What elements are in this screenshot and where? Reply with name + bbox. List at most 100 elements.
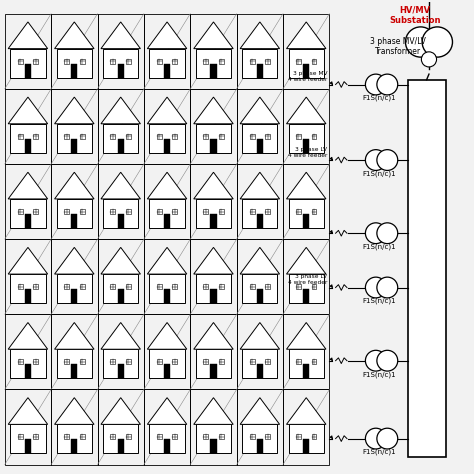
Polygon shape <box>25 139 31 153</box>
Circle shape <box>377 150 398 171</box>
Polygon shape <box>64 435 69 439</box>
Polygon shape <box>240 398 280 424</box>
Polygon shape <box>103 274 138 303</box>
Polygon shape <box>64 359 69 364</box>
Polygon shape <box>311 284 317 289</box>
Bar <box>5 239 51 314</box>
Polygon shape <box>147 22 187 49</box>
Polygon shape <box>296 209 301 214</box>
Polygon shape <box>250 284 255 289</box>
Polygon shape <box>10 199 46 228</box>
Polygon shape <box>33 284 38 289</box>
Polygon shape <box>149 424 185 453</box>
Bar <box>5 164 51 239</box>
Polygon shape <box>10 124 46 153</box>
Polygon shape <box>289 199 324 228</box>
Polygon shape <box>242 199 277 228</box>
Polygon shape <box>203 209 208 214</box>
Polygon shape <box>80 435 84 439</box>
Polygon shape <box>157 59 162 64</box>
Polygon shape <box>164 289 170 303</box>
Polygon shape <box>257 289 263 303</box>
Polygon shape <box>103 424 138 453</box>
Polygon shape <box>311 435 317 439</box>
Bar <box>144 390 190 465</box>
Circle shape <box>421 52 437 67</box>
Polygon shape <box>196 349 231 378</box>
Polygon shape <box>110 359 115 364</box>
Polygon shape <box>240 22 280 49</box>
Polygon shape <box>311 209 317 214</box>
Polygon shape <box>289 424 324 453</box>
Polygon shape <box>296 59 301 64</box>
Circle shape <box>365 277 386 298</box>
Polygon shape <box>18 359 23 364</box>
Polygon shape <box>101 172 140 199</box>
Polygon shape <box>118 139 124 153</box>
Polygon shape <box>10 274 46 303</box>
Polygon shape <box>149 124 185 153</box>
Polygon shape <box>250 359 255 364</box>
Polygon shape <box>57 274 92 303</box>
Bar <box>144 89 190 164</box>
Polygon shape <box>118 439 124 453</box>
Polygon shape <box>289 349 324 378</box>
Bar <box>190 14 237 89</box>
Polygon shape <box>147 172 187 199</box>
Bar <box>237 164 283 239</box>
Polygon shape <box>296 435 301 439</box>
Polygon shape <box>126 134 131 139</box>
Polygon shape <box>126 435 131 439</box>
Polygon shape <box>242 424 277 453</box>
Bar <box>5 314 51 390</box>
Polygon shape <box>57 199 92 228</box>
Polygon shape <box>303 214 310 228</box>
Polygon shape <box>80 359 84 364</box>
Polygon shape <box>286 322 326 349</box>
Bar <box>237 314 283 390</box>
Polygon shape <box>289 124 324 153</box>
Polygon shape <box>8 398 48 424</box>
Bar <box>283 239 329 314</box>
Polygon shape <box>8 172 48 199</box>
Polygon shape <box>80 284 84 289</box>
Polygon shape <box>18 134 23 139</box>
Polygon shape <box>210 214 217 228</box>
Bar <box>98 390 144 465</box>
Polygon shape <box>250 435 255 439</box>
Polygon shape <box>157 209 162 214</box>
Polygon shape <box>303 64 310 78</box>
Polygon shape <box>242 274 277 303</box>
Polygon shape <box>118 364 124 378</box>
Bar <box>5 390 51 465</box>
Polygon shape <box>57 424 92 453</box>
Polygon shape <box>101 22 140 49</box>
Polygon shape <box>8 97 48 124</box>
Bar <box>144 164 190 239</box>
Bar <box>237 14 283 89</box>
Polygon shape <box>18 284 23 289</box>
Polygon shape <box>210 139 217 153</box>
Polygon shape <box>296 284 301 289</box>
Polygon shape <box>286 22 326 49</box>
Polygon shape <box>55 97 94 124</box>
Polygon shape <box>173 59 177 64</box>
Polygon shape <box>203 134 208 139</box>
Bar <box>98 14 144 89</box>
Polygon shape <box>219 435 224 439</box>
Polygon shape <box>149 349 185 378</box>
Polygon shape <box>265 134 270 139</box>
Polygon shape <box>33 59 38 64</box>
Polygon shape <box>18 209 23 214</box>
Bar <box>144 239 190 314</box>
Polygon shape <box>103 124 138 153</box>
Polygon shape <box>71 214 77 228</box>
Polygon shape <box>164 64 170 78</box>
Bar <box>51 164 98 239</box>
Polygon shape <box>57 349 92 378</box>
Polygon shape <box>196 199 231 228</box>
Polygon shape <box>149 274 185 303</box>
Circle shape <box>365 74 386 95</box>
Text: HV/MV
Substation: HV/MV Substation <box>389 5 440 25</box>
Polygon shape <box>57 49 92 78</box>
